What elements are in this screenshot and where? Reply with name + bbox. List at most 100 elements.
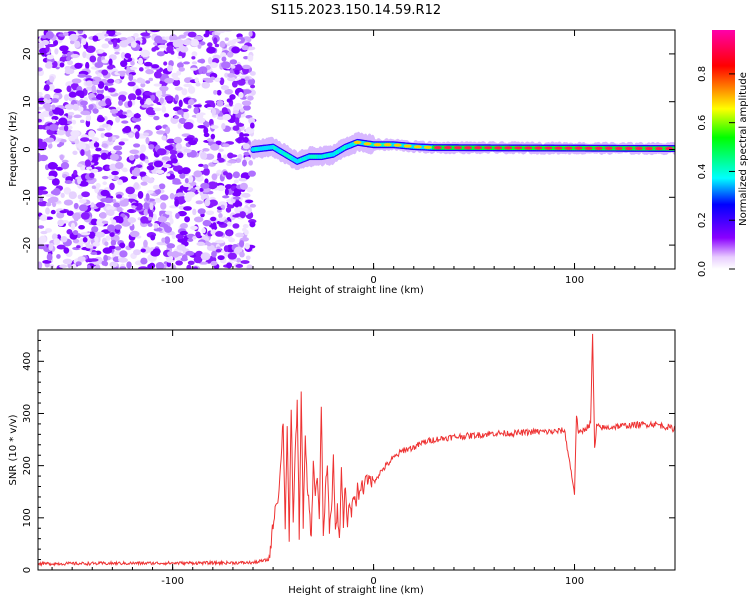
spectrogram-noise-speckle — [250, 122, 255, 129]
spectrogram-noise-speckle — [166, 138, 176, 144]
spectrogram-noise-speckle — [202, 219, 212, 227]
spectrogram-noise-speckle — [216, 99, 224, 107]
spectrogram-noise-speckle — [128, 240, 135, 249]
spectrogram-signal-peak — [474, 146, 483, 150]
spectrogram-noise-speckle — [127, 81, 136, 87]
spectrogram-noise-speckle — [70, 222, 76, 231]
spectrogram-noise-speckle — [215, 109, 220, 114]
spectrogram-noise-speckle — [159, 210, 166, 214]
spectrogram-noise-speckle — [128, 154, 135, 161]
spectrogram-noise-speckle — [201, 81, 211, 89]
spectrogram-noise-speckle — [155, 169, 165, 174]
spectrogram-noise-speckle — [75, 90, 85, 97]
spectrogram-noise-speckle — [171, 158, 178, 164]
spectrogram-noise-speckle — [101, 143, 108, 148]
spectrogram-noise-speckle — [213, 89, 218, 95]
spectrogram-noise-speckle — [230, 65, 237, 69]
spectrogram-noise-speckle — [218, 217, 225, 222]
spectrogram-noise-speckle — [195, 82, 201, 87]
spectrogram-signal-peak — [644, 146, 653, 151]
spectrogram-noise-speckle — [40, 230, 48, 235]
spectrogram-noise-speckle — [82, 51, 87, 59]
colorbar-gradient — [712, 30, 735, 269]
spectrogram-noise-speckle — [53, 39, 59, 46]
spectrogram-noise-speckle — [203, 164, 209, 169]
spectrogram-noise-speckle — [193, 170, 203, 178]
spectrogram-noise-speckle — [140, 32, 151, 37]
spectrogram-noise-speckle — [183, 111, 190, 120]
spectrogram-noise-speckle — [164, 210, 173, 215]
spectrogram-noise-speckle — [48, 84, 55, 91]
spectrogram-noise-speckle — [145, 69, 154, 75]
spectrogram-noise-speckle — [58, 117, 68, 126]
spectrogram-noise-speckle — [144, 91, 153, 96]
spectrogram-heatmap — [38, 30, 675, 269]
spectrogram-noise-speckle — [150, 250, 161, 257]
colorbar-tick-label: 0.8 — [697, 66, 708, 82]
spectrogram-noise-speckle — [151, 47, 157, 52]
spectrogram-noise-speckle — [215, 249, 222, 253]
spectrogram-noise-speckle — [121, 120, 129, 124]
spectrogram-noise-speckle — [118, 91, 128, 96]
spectrogram-noise-speckle — [45, 125, 51, 130]
spectrogram-noise-speckle — [90, 218, 99, 226]
spectrogram-noise-speckle — [193, 106, 199, 114]
spectrogram-noise-speckle — [96, 218, 106, 227]
spectrogram-noise-speckle — [205, 30, 210, 36]
spectrogram-noise-speckle — [249, 221, 256, 228]
spectrogram-noise-speckle — [153, 160, 164, 168]
spectrogram-noise-speckle — [201, 227, 206, 234]
spectrogram-noise-speckle — [161, 105, 167, 113]
spectrogram-noise-speckle — [242, 143, 251, 150]
spectrogram-noise-speckle — [148, 144, 155, 150]
spectrogram-noise-speckle — [140, 49, 151, 58]
spectrogram-noise-speckle — [204, 121, 210, 128]
spectrogram-noise-speckle — [242, 64, 251, 70]
spectrogram-noise-speckle — [159, 194, 169, 201]
spectrogram-noise-speckle — [107, 224, 116, 232]
spectrogram-noise-speckle — [169, 34, 178, 42]
spectrogram-noise-speckle — [69, 33, 79, 42]
spectrogram-noise-speckle — [45, 193, 54, 198]
spectrogram-noise-speckle — [48, 243, 54, 251]
spectrogram-noise-speckle — [85, 45, 96, 54]
spectrogram-noise-speckle — [52, 188, 61, 196]
spectrogram-noise-speckle — [207, 181, 218, 190]
spectrogram-noise-speckle — [64, 103, 75, 110]
spectrogram-signal-peak — [634, 146, 643, 151]
spectrogram-noise-speckle — [96, 116, 105, 123]
spectrogram-noise-speckle — [67, 111, 75, 116]
spectrogram-noise-speckle — [216, 30, 226, 34]
spectrogram-noise-speckle — [133, 167, 141, 175]
spectrogram-noise-speckle — [222, 195, 230, 199]
spectrogram-noise-speckle — [145, 98, 153, 105]
spectrogram-noise-speckle — [94, 62, 104, 69]
spectrogram-noise-speckle — [242, 136, 249, 143]
spectrogram-noise-speckle — [173, 115, 180, 120]
spectrogram-noise-speckle — [193, 216, 204, 223]
colorbar: 0.0 0.2 0.4 0.6 0.8 Normalized spectral ampl… — [697, 30, 749, 277]
spectrogram-noise-speckle — [227, 72, 235, 78]
spectrogram-noise-speckle — [78, 204, 88, 212]
spectrogram-noise-speckle — [140, 181, 148, 186]
spectrogram-noise-speckle — [127, 209, 134, 213]
spectrogram-noise-speckle — [74, 138, 80, 145]
spectrogram-noise-speckle — [41, 39, 50, 46]
spectrogram-noise-speckle — [207, 42, 213, 48]
spectrogram-noise-speckle — [74, 62, 83, 69]
spectrogram-noise-speckle — [187, 31, 197, 38]
spectrogram-noise-speckle — [226, 98, 232, 103]
spectrogram-noise-speckle — [102, 181, 108, 186]
spectrogram-noise-speckle — [151, 64, 160, 69]
spectrogram-noise-speckle — [210, 229, 217, 236]
spectrogram-noise-speckle — [113, 202, 121, 208]
spectrogram-noise-speckle — [63, 199, 74, 206]
spectrogram-noise-speckle — [156, 130, 165, 135]
spectrogram-noise-speckle — [241, 45, 249, 51]
spectrogram-noise-speckle — [85, 61, 90, 70]
spectrogram-noise-speckle — [227, 159, 237, 164]
snr-x-tick-label: -100 — [161, 576, 184, 587]
spectrogram-noise-speckle — [153, 83, 163, 87]
spectrogram-signal-peak — [554, 146, 563, 150]
